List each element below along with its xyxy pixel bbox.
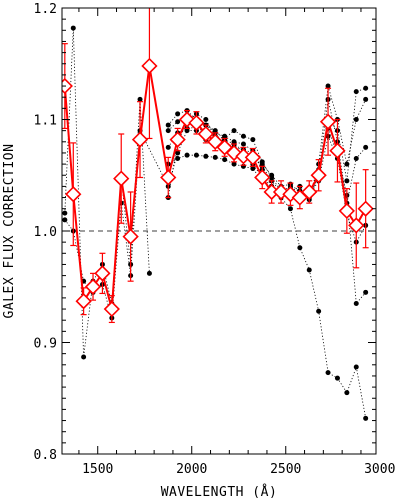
individual-point xyxy=(353,156,359,162)
individual-point xyxy=(353,89,359,95)
individual-point xyxy=(212,128,218,134)
mean-point-diamond xyxy=(338,202,355,220)
individual-point xyxy=(184,152,190,158)
individual-point xyxy=(353,300,359,306)
individual-point xyxy=(212,154,218,160)
individual-point xyxy=(81,354,87,360)
individual-point xyxy=(363,85,369,91)
mean-point-diamond xyxy=(103,300,120,318)
mean-point-diamond xyxy=(329,142,346,159)
individual-point xyxy=(334,375,340,381)
x-tick-label: 2000 xyxy=(176,462,207,477)
mean-point-diamond xyxy=(122,228,139,245)
x-tick-label: 3000 xyxy=(364,462,395,477)
individual-point xyxy=(316,308,322,314)
mean-point-diamond xyxy=(310,167,327,184)
mean-point-diamond xyxy=(65,186,82,203)
axis-tick-labels-layer: 1500 2000 2500 3000 0.8 0.9 1.0 1.1 1.2 xyxy=(34,2,396,477)
individual-point xyxy=(363,415,369,421)
y-tick-label: 1.0 xyxy=(34,225,57,240)
individual-point xyxy=(259,159,265,165)
individual-point xyxy=(193,152,199,158)
individual-point xyxy=(250,166,256,172)
individual-point xyxy=(146,270,152,276)
individual-point xyxy=(363,96,369,102)
mean-point-diamond xyxy=(62,77,73,95)
individual-point xyxy=(175,150,181,156)
mean-point-diamond xyxy=(348,217,365,234)
mean-point-diamond xyxy=(131,131,149,148)
individual-point xyxy=(306,267,312,273)
individual-point xyxy=(344,161,350,167)
individual-point xyxy=(287,206,293,212)
individual-point xyxy=(165,128,171,134)
individual-point xyxy=(325,370,331,376)
individual-point xyxy=(363,289,369,295)
individual-point xyxy=(231,128,237,134)
mean-point-diamond xyxy=(169,131,186,148)
mean-point-diamond xyxy=(94,265,111,282)
individual-point xyxy=(165,144,171,150)
individual-point xyxy=(240,141,246,147)
mean-point-diamond xyxy=(113,170,130,187)
individual-point xyxy=(325,83,331,89)
mean-series-line xyxy=(63,65,367,310)
mean-point-diamond xyxy=(319,113,337,130)
mean-point-diamond xyxy=(188,114,205,131)
individual-point xyxy=(344,178,350,184)
individual-point xyxy=(62,210,68,216)
x-tick-label: 1500 xyxy=(82,462,113,477)
mean-point-diamond xyxy=(235,148,252,165)
individual-point xyxy=(297,245,303,251)
individual-point xyxy=(250,137,256,143)
individual-point xyxy=(203,117,209,122)
individual-point xyxy=(363,144,369,150)
individual-point xyxy=(175,111,181,117)
mean-point-diamond xyxy=(75,293,92,310)
individual-point xyxy=(165,122,171,128)
individual-point xyxy=(203,153,209,159)
individual-series-line xyxy=(167,126,367,305)
mean-point-diamond xyxy=(197,125,214,143)
x-axis-label: WAVELENGTH (Å) xyxy=(161,484,278,500)
individual-point xyxy=(175,156,181,162)
y-tick-label: 0.9 xyxy=(34,337,57,352)
individual-point xyxy=(240,133,246,139)
individual-series-line xyxy=(167,87,366,198)
mean-series-layer xyxy=(62,8,374,324)
mean-point-diamond xyxy=(160,169,177,186)
individual-point xyxy=(222,157,228,163)
individual-point xyxy=(175,119,181,125)
mean-point-diamond xyxy=(141,57,158,75)
mean-point-diamond xyxy=(84,278,102,295)
individual-series-layer xyxy=(62,25,369,421)
mean-point-diamond xyxy=(244,149,261,166)
y-tick-label: 1.1 xyxy=(34,114,57,129)
individual-point xyxy=(231,161,237,167)
individual-point xyxy=(353,117,359,122)
individual-point xyxy=(344,390,350,396)
y-axis-label: GALEX FLUX CORRECTION xyxy=(2,144,17,319)
y-tick-label: 1.2 xyxy=(34,2,57,17)
y-tick-label: 0.8 xyxy=(34,448,57,463)
x-tick-label: 2500 xyxy=(270,462,301,477)
individual-point xyxy=(70,25,76,31)
mean-point-diamond xyxy=(301,183,318,201)
individual-point xyxy=(353,364,359,370)
individual-point xyxy=(137,96,143,102)
mean-point-diamond xyxy=(357,200,374,217)
axis-ticks-layer xyxy=(62,7,376,455)
mean-point-diamond xyxy=(254,169,271,186)
